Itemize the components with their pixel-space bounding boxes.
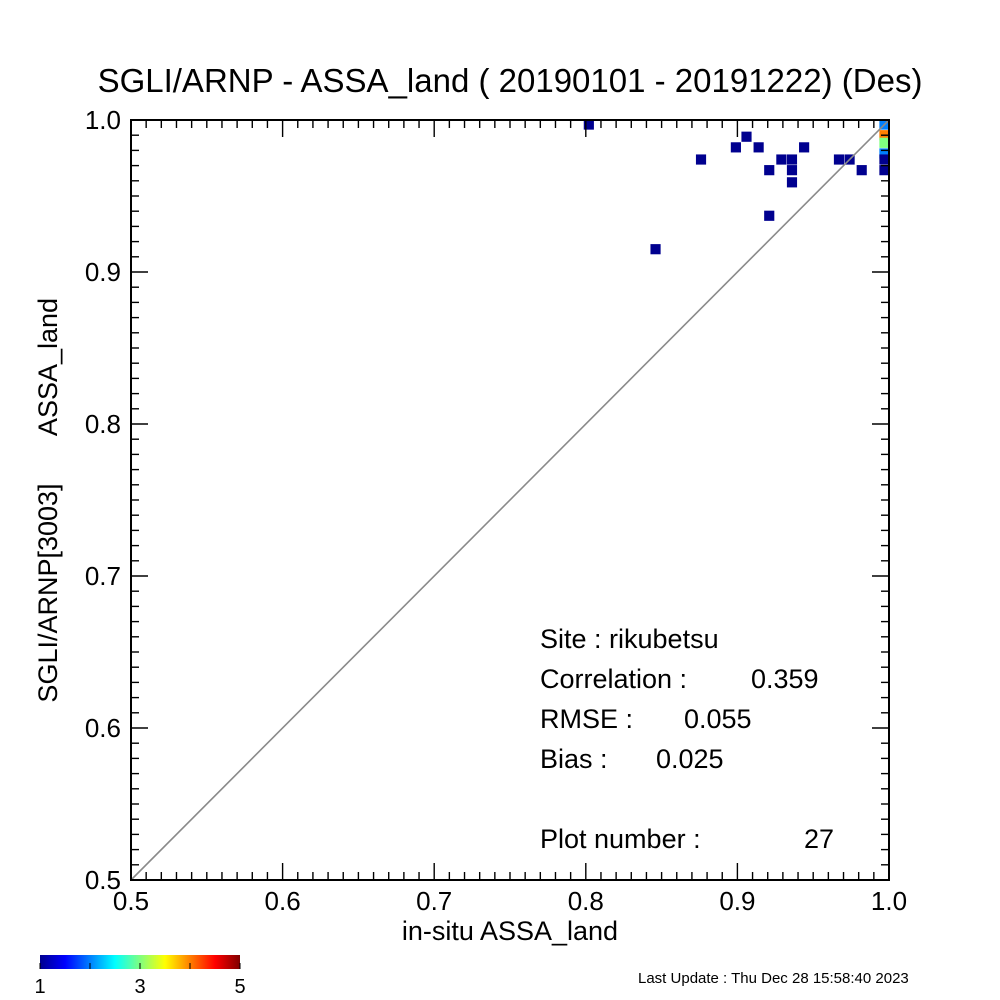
data-cell: [786, 177, 798, 188]
chart-title: SGLI/ARNP - ASSA_land ( 20190101 - 20191…: [98, 62, 923, 99]
colorbar-ticks: [39, 963, 241, 969]
x-tick-label: 0.9: [719, 886, 755, 916]
plot-number-label: Plot number :: [540, 824, 701, 854]
data-cell: [764, 210, 775, 221]
axis-ticks: [130, 119, 890, 881]
x-axis-label: in-situ ASSA_land: [402, 916, 618, 946]
data-cell: [833, 154, 845, 165]
colorbar-tick-labels: 1 3 5: [34, 976, 245, 998]
colorbar-tick-label: 5: [234, 976, 245, 998]
colorbar-tick-label: 1: [34, 976, 45, 998]
y-tick-label: 0.6: [85, 713, 121, 743]
y-tick-label: 0.5: [85, 865, 121, 895]
rmse-value: 0.055: [684, 704, 752, 734]
data-cells: [583, 119, 890, 255]
x-tick-label: 1.0: [871, 886, 907, 916]
data-cell: [695, 154, 707, 165]
data-cell: [583, 119, 594, 130]
data-cell: [799, 142, 810, 153]
y-tick-label: 0.8: [85, 409, 121, 439]
y-axis-label-part2: ASSA_land: [33, 298, 63, 436]
data-cell: [879, 148, 890, 159]
data-cell: [879, 154, 890, 165]
axis-tick-labels: 0.5 0.6 0.7 0.8 0.9 1.0 0.5 0.6 0.7 0.8 0.9 1.0: [85, 105, 907, 916]
data-cell: [879, 137, 890, 148]
site-text: Site : rikubetsu: [540, 624, 719, 654]
stats-box: Site : rikubetsu Correlation : 0.359 RMS…: [540, 624, 834, 854]
data-cell: [776, 154, 787, 165]
bias-label: Bias :: [540, 744, 608, 774]
y-axis-label-part1: SGLI/ARNP[3003]: [33, 483, 63, 702]
bias-value: 0.025: [656, 744, 724, 774]
data-cell: [753, 142, 764, 153]
x-tick-label: 0.7: [416, 886, 452, 916]
correlation-label: Correlation :: [540, 664, 687, 694]
data-cell: [650, 244, 661, 255]
x-tick-label: 0.8: [568, 886, 604, 916]
data-cell: [764, 165, 775, 176]
data-cell: [786, 154, 798, 165]
color-scale: 1 3 5: [34, 955, 246, 998]
colorbar-tick-label: 3: [134, 976, 145, 998]
x-tick-label: 0.6: [265, 886, 301, 916]
plot-number-value: 27: [804, 824, 834, 854]
data-cell: [730, 142, 741, 153]
one-to-one-line: [130, 119, 890, 881]
y-tick-label: 0.7: [85, 561, 121, 591]
rmse-label: RMSE :: [540, 704, 633, 734]
data-cell: [741, 131, 752, 142]
data-cell: [786, 165, 798, 176]
x-tick-label: 0.5: [113, 886, 149, 916]
correlation-value: 0.359: [751, 664, 819, 694]
y-tick-label: 0.9: [85, 257, 121, 287]
last-update-text: Last Update : Thu Dec 28 15:58:40 2023: [638, 970, 909, 987]
data-cell: [856, 165, 867, 176]
data-cell: [879, 165, 890, 176]
y-tick-label: 1.0: [85, 105, 121, 135]
